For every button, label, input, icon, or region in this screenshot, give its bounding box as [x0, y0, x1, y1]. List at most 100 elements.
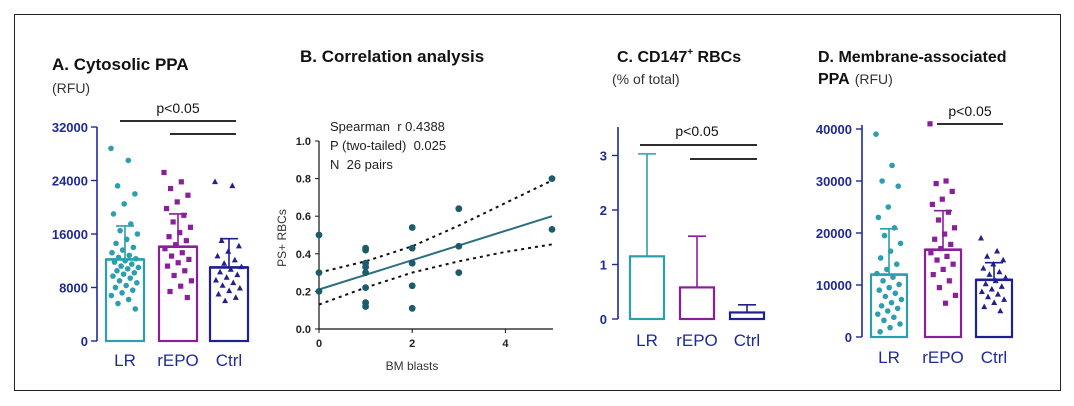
panel-d-point-ctrl — [1000, 256, 1007, 263]
panel-c-title-main: C. CD147 — [617, 49, 687, 66]
panel-a-ytick-label: 32000 — [52, 120, 88, 135]
panel-a-point-repo — [163, 205, 170, 212]
panel-b-point — [315, 231, 323, 239]
panel-d-point-lr — [874, 311, 881, 317]
panel-a-point-lr — [116, 278, 123, 284]
panel-d-point-repo — [951, 225, 958, 231]
panel-b-point — [455, 205, 463, 213]
panel-a-point-lr — [109, 249, 115, 256]
panel-b-stat: Spearman r 0.4388 — [330, 119, 445, 134]
panel-d-ytick-label: 30000 — [816, 174, 852, 189]
panel-d-point-ctrl — [986, 271, 993, 277]
panel-a-point-lr — [125, 296, 132, 303]
panel-d-ytick-label: 20000 — [816, 226, 852, 241]
panel-d-point-repo — [930, 272, 936, 278]
panel-a-point-lr — [112, 284, 119, 291]
panel-a-point-repo — [170, 219, 176, 225]
panel-c-title: C. CD147+ RBCs — [617, 47, 741, 66]
panel-a-point-ctrl — [232, 294, 239, 300]
panel-d-point-lr — [884, 308, 891, 314]
panel-a-point-repo — [179, 250, 185, 256]
panel-a-point-repo — [173, 242, 179, 248]
panel-c-bar-ctrl — [728, 311, 766, 321]
panel-d-point-repo — [935, 217, 942, 223]
panel-d: D. Membrane-associated PPA (RFU) 0 10000 … — [816, 49, 1014, 367]
panel-d-point-lr — [888, 299, 895, 306]
panel-d-point-lr — [891, 314, 897, 321]
panel-d-point-repo — [942, 300, 949, 306]
panel-d-point-lr — [897, 321, 903, 327]
panel-a-point-repo — [175, 260, 181, 266]
panel-a-xtick-label: Ctrl — [216, 351, 242, 370]
panel-a-point-ctrl — [223, 274, 230, 280]
panel-b-point — [315, 269, 323, 276]
panel-c-ytick-label: 1 — [600, 258, 607, 273]
panel-d-point-repo — [950, 261, 956, 267]
panel-c-xtick-label: LR — [636, 331, 658, 350]
panel-a-ytick-label: 16000 — [52, 227, 88, 242]
panel-a-point-lr — [121, 201, 128, 207]
panel-d-point-lr — [875, 214, 882, 221]
panel-b-point — [362, 263, 369, 271]
panel-d-point-lr — [898, 296, 905, 303]
panel-d-xtick-label: rEPO — [922, 348, 964, 367]
panel-d-point-lr — [891, 225, 898, 231]
panel-d-xtick-label: LR — [878, 348, 900, 367]
panel-d-point-repo — [932, 236, 938, 242]
panel-a-point-ctrl — [212, 276, 219, 283]
panel-d-point-ctrl — [991, 299, 998, 305]
figure-frame — [14, 14, 1061, 391]
panel-a-point-repo — [184, 294, 190, 301]
panel-a-point-repo — [168, 185, 174, 192]
panel-a-point-repo — [186, 256, 192, 263]
panel-b-ytick-label: 0.0 — [296, 324, 311, 336]
panel-a-ytick-label: 8000 — [59, 281, 88, 296]
panel-d-subtitle: (RFU) — [855, 71, 893, 87]
panel-d-point-repo — [942, 231, 948, 237]
panel-a-point-repo — [181, 212, 187, 218]
panel-b-point — [315, 288, 323, 295]
panel-a-point-lr — [131, 269, 138, 276]
panel-d-point-repo — [928, 250, 934, 256]
panel-d-point-lr — [892, 290, 899, 297]
panel-a-point-repo — [182, 268, 188, 274]
panel-d-point-repo — [936, 285, 942, 291]
panel-b-xtick-label: 2 — [409, 338, 415, 350]
panel-b-xtick-label: 4 — [502, 338, 509, 350]
panel-a-point-repo — [162, 246, 168, 252]
panel-d-title-line2: PPA (RFU) — [818, 71, 893, 88]
panel-b-ytick-label: 0.6 — [296, 211, 311, 223]
panel-a-point-lr — [134, 231, 141, 237]
panel-a-y-ticks: 0 8000 16000 24000 32000 — [52, 120, 97, 349]
panel-a-point-lr — [119, 247, 126, 253]
panel-a-subtitle: (RFU) — [52, 80, 90, 96]
panel-a-xtick-label: rEPO — [157, 351, 199, 370]
panel-b-stat: N 26 pairs — [330, 157, 393, 172]
panel-a-point-ctrl — [234, 271, 241, 278]
panel-a-point-lr — [123, 236, 130, 243]
panel-d-point-ctrl — [980, 265, 987, 271]
panel-c-sig-label: p<0.05 — [675, 123, 718, 139]
panel-d-bar-ctrl — [974, 278, 1014, 339]
panel-d-point-lr — [895, 183, 902, 189]
panel-a-point-lr — [127, 275, 134, 281]
panel-a-point-lr — [135, 264, 142, 271]
panel-c-ytick-label: 2 — [600, 203, 607, 218]
panel-d-point-ctrl — [994, 247, 1001, 254]
panel-a-point-lr — [114, 267, 120, 274]
panel-a-point-repo — [185, 192, 191, 198]
panel-d-point-lr — [881, 317, 887, 324]
panel-a-point-lr — [118, 263, 124, 269]
panel-a-point-lr — [132, 191, 138, 197]
panel-d-point-ctrl — [985, 293, 992, 300]
panel-a-point-lr — [110, 273, 116, 279]
panel-d-point-repo — [943, 178, 949, 184]
panel-a-point-ctrl — [236, 284, 243, 291]
panel-d-point-lr — [873, 131, 879, 137]
panel-a-point-lr — [114, 183, 121, 189]
panel-d-point-ctrl — [996, 268, 1003, 275]
panel-a-point-ctrl — [218, 237, 225, 243]
panel-d-point-repo — [948, 241, 954, 248]
panel-d-bars — [869, 121, 1014, 339]
panel-d-point-ctrl — [988, 285, 995, 292]
